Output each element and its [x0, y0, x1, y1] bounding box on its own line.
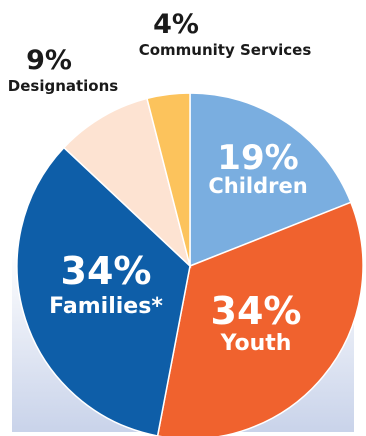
families-category-label: Families* [49, 294, 163, 319]
community-services-percent-label: 4% [153, 9, 199, 40]
youth-category-label: Youth [220, 331, 292, 356]
designations-percent-label: 9% [26, 45, 72, 76]
children-category-label: Children [208, 174, 307, 198]
families-percent-label: 34% [61, 249, 152, 293]
pie-slice-children [189, 92, 352, 268]
children-percent-label: 19% [217, 138, 298, 178]
pie-slice-community-services [146, 92, 191, 267]
pie-slice-families [16, 146, 191, 436]
designations-category-label: Designations [8, 77, 119, 95]
youth-percent-label: 34% [211, 289, 302, 333]
pie-slice-youth [156, 201, 364, 436]
community-services-category-label: Community Services [139, 41, 312, 59]
pie-slices [16, 92, 364, 436]
pie-slice-designations [62, 97, 192, 269]
